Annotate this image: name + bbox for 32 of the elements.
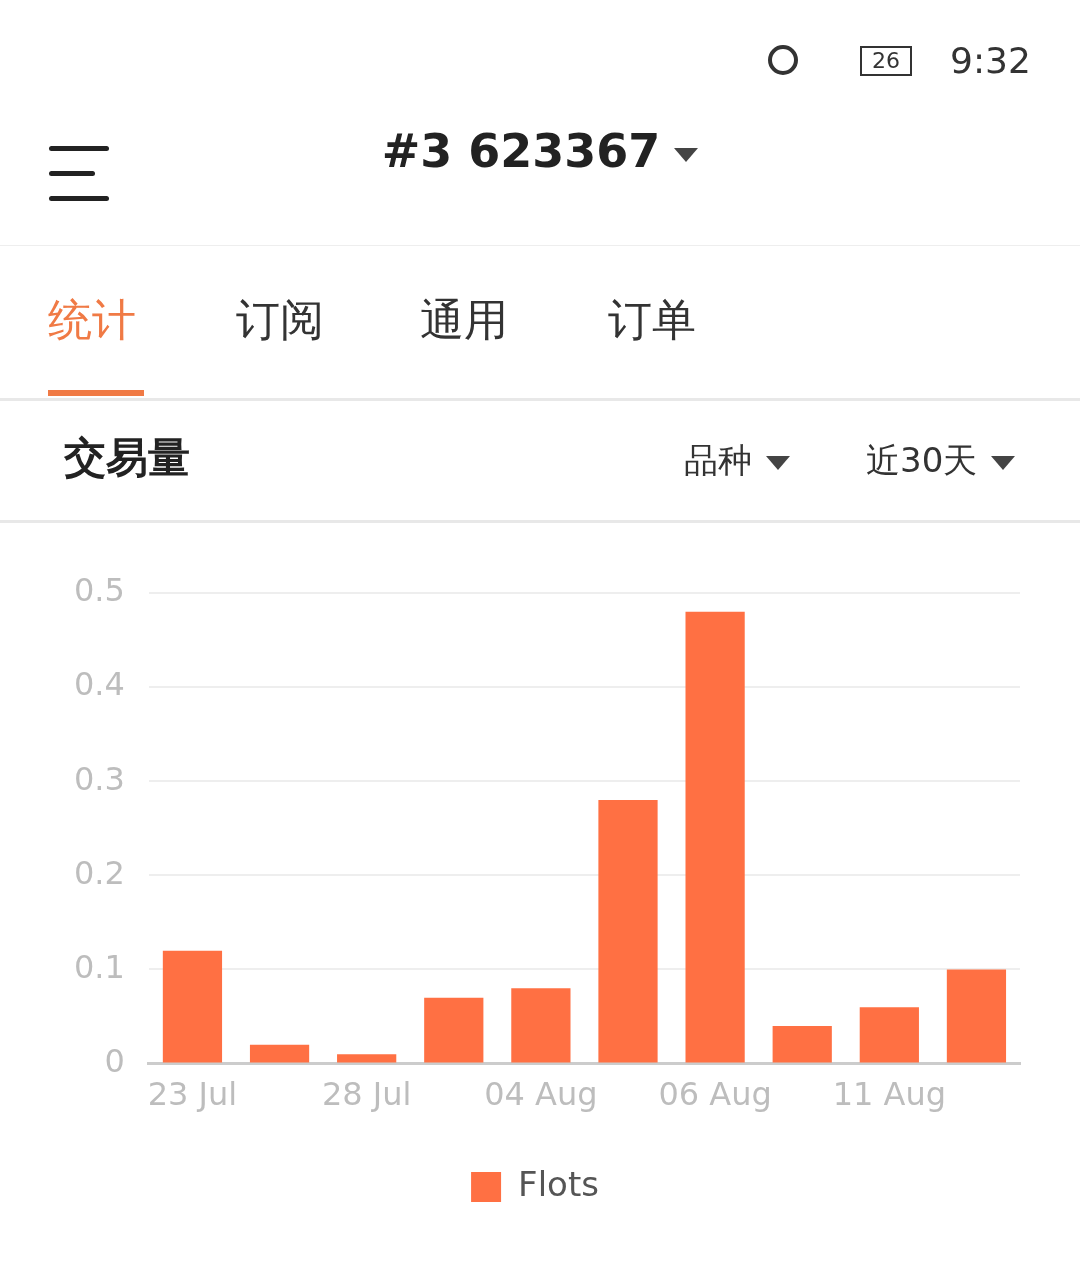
text: 近30天 (866, 439, 979, 482)
bar (859, 1007, 919, 1063)
bar (424, 997, 484, 1063)
x-tick-label: 23 Jul (147, 1075, 238, 1114)
chart-title: 交易量 (64, 432, 190, 484)
bar (337, 1054, 397, 1063)
x-tick-label: 04 Aug (484, 1075, 598, 1114)
legend-label: Flots (518, 1163, 599, 1204)
bar (249, 1044, 310, 1063)
x-tick-label: 06 Aug (658, 1075, 772, 1114)
x-tick-label: 28 Jul (321, 1075, 412, 1114)
battery-icon: 26 (860, 46, 912, 76)
text: 统计 (48, 293, 136, 347)
text: 订单 (608, 293, 696, 347)
bar (685, 611, 745, 1063)
bar (946, 969, 1007, 1063)
text: 通用 (420, 293, 508, 347)
x-tick-label: 11 Aug (832, 1075, 947, 1114)
bar (598, 800, 658, 1063)
text: 订阅 (236, 293, 324, 347)
text: 9:32 (950, 40, 1031, 81)
text: 品种 (684, 439, 753, 482)
bar (162, 950, 223, 1063)
y-tick-label: 0.5 (74, 571, 125, 610)
y-tick-label: 0 (104, 1041, 125, 1080)
y-tick-label: 0.3 (74, 759, 125, 798)
bar (772, 1025, 832, 1063)
text: #3 623367 (381, 124, 661, 178)
y-tick-label: 0.2 (74, 853, 125, 892)
y-tick-label: 0.1 (74, 947, 125, 986)
y-tick-label: 0.4 (74, 665, 125, 704)
bar (511, 988, 571, 1063)
